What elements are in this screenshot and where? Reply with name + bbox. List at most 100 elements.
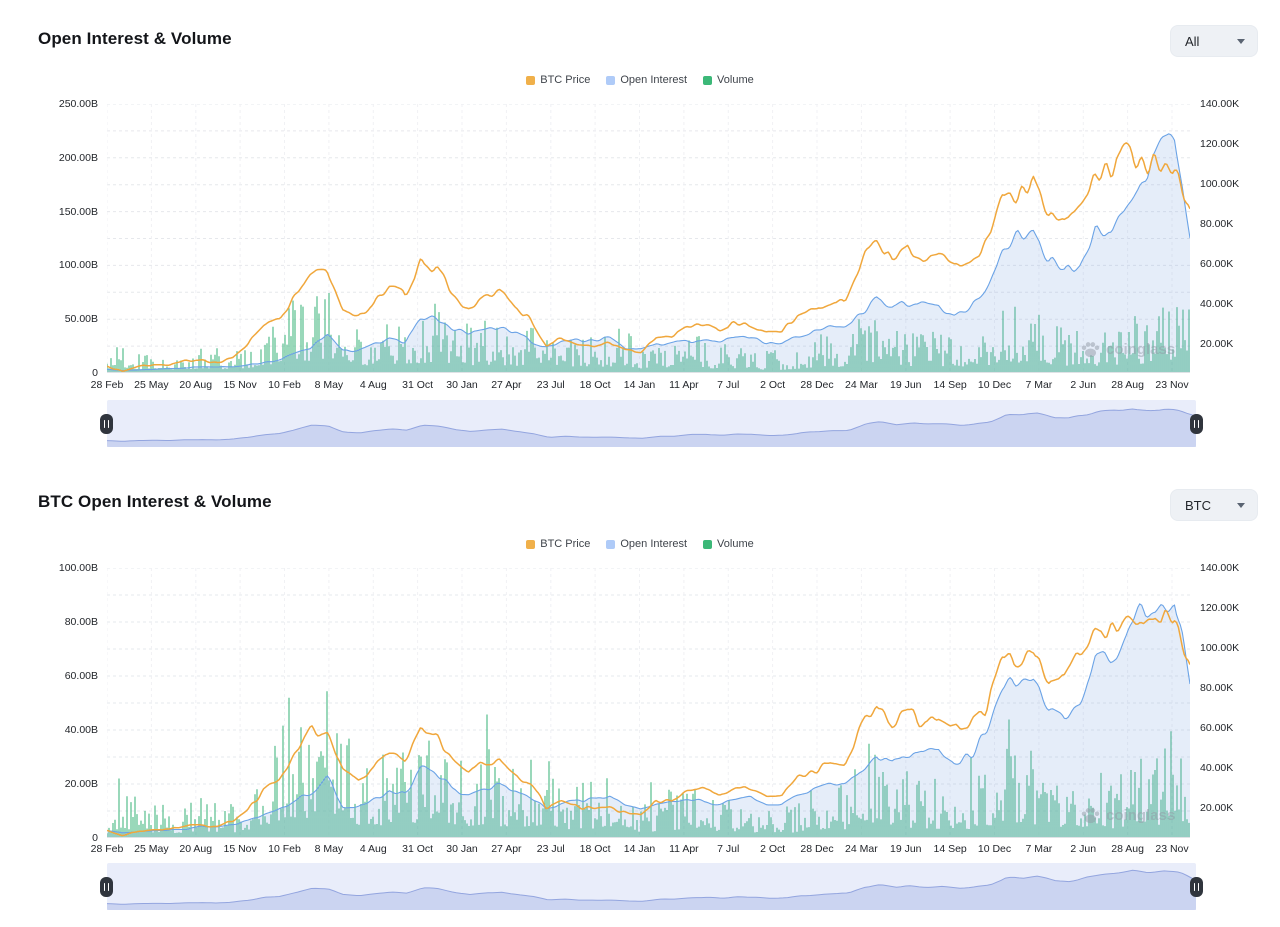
legend-label: BTC Price bbox=[540, 74, 591, 86]
x-axis-tick: 27 Apr bbox=[491, 843, 522, 855]
x-axis-tick: 11 Apr bbox=[669, 843, 699, 855]
x-axis-tick: 14 Jan bbox=[623, 843, 656, 855]
x-axis-tick: 18 Oct bbox=[579, 843, 611, 855]
dropdown-value: BTC bbox=[1185, 497, 1211, 513]
right-axis-tick: 60.00K bbox=[1200, 722, 1234, 734]
range-slider-left-handle[interactable] bbox=[100, 877, 113, 897]
x-axis-tick: 23 Nov bbox=[1155, 843, 1189, 855]
chart-plot-area[interactable] bbox=[106, 103, 1191, 378]
symbol-dropdown[interactable]: BTC bbox=[1170, 489, 1258, 521]
x-axis-tick: 4 Aug bbox=[359, 379, 387, 391]
x-axis-tick: 28 Feb bbox=[90, 379, 124, 391]
chart-range-slider[interactable] bbox=[100, 863, 1203, 910]
right-axis-tick: 80.00K bbox=[1200, 682, 1234, 694]
x-axis-tick: 31 Oct bbox=[402, 843, 434, 855]
x-axis-tick: 23 Nov bbox=[1155, 379, 1189, 391]
range-slider-track[interactable] bbox=[106, 400, 1197, 447]
range-slider-right-handle[interactable] bbox=[1190, 414, 1203, 434]
left-axis-tick: 150.00B bbox=[58, 205, 98, 218]
x-axis-tick: 7 Mar bbox=[1025, 379, 1053, 391]
x-axis-tick: 4 Aug bbox=[359, 843, 387, 855]
legend-label: Open Interest bbox=[620, 74, 688, 86]
left-axis-tick: 100.00B bbox=[58, 562, 98, 574]
open-interest-area bbox=[107, 603, 1190, 838]
range-slider-area bbox=[107, 409, 1196, 447]
legend: BTC Price Open Interest Volume bbox=[0, 537, 1280, 551]
x-axis-tick: 28 Feb bbox=[90, 843, 124, 855]
right-axis-tick: 20.00K bbox=[1200, 338, 1234, 350]
x-axis-tick: 23 Jul bbox=[536, 843, 565, 855]
symbol-filter-dropdown[interactable]: All bbox=[1170, 25, 1258, 57]
x-axis-tick: 14 Sep bbox=[933, 379, 967, 391]
right-axis-tick: 100.00K bbox=[1200, 178, 1240, 190]
left-axis-tick: 0 bbox=[92, 367, 98, 379]
x-axis-tick: 27 Apr bbox=[491, 379, 522, 391]
left-axis-tick: 40.00B bbox=[64, 724, 98, 736]
right-axis-tick: 40.00K bbox=[1200, 762, 1234, 774]
legend-label: Volume bbox=[717, 74, 754, 86]
x-axis-tick: 10 Dec bbox=[977, 379, 1012, 391]
btc-price-line bbox=[106, 610, 1191, 837]
legend-item-open-interest[interactable]: Open Interest bbox=[606, 74, 687, 86]
legend-swatch bbox=[606, 539, 616, 549]
x-axis-tick: 10 Dec bbox=[977, 843, 1012, 855]
x-axis-tick: 15 Nov bbox=[223, 843, 257, 855]
x-axis-tick: 28 Dec bbox=[800, 843, 834, 855]
right-axis-tick: 20.00K bbox=[1200, 802, 1234, 814]
x-axis-tick: 24 Mar bbox=[845, 379, 878, 391]
x-axis-tick: 8 May bbox=[314, 379, 344, 391]
x-axis-tick: 20 Aug bbox=[179, 379, 213, 391]
right-axis-tick: 100.00K bbox=[1200, 642, 1240, 654]
legend-label: Open Interest bbox=[620, 538, 688, 550]
legend-swatch bbox=[606, 75, 616, 85]
legend-item-btc-price[interactable]: BTC Price bbox=[526, 538, 590, 550]
legend: BTC Price Open Interest Volume bbox=[0, 73, 1280, 87]
oi-volume-chart-canvas bbox=[106, 567, 1191, 838]
left-axis-tick: 80.00B bbox=[64, 616, 98, 628]
right-axis-tick: 80.00K bbox=[1200, 218, 1234, 230]
x-axis-tick: 23 Jul bbox=[536, 379, 565, 391]
range-slider-line bbox=[106, 408, 1197, 442]
x-axis-tick: 14 Sep bbox=[933, 843, 967, 855]
legend-label: BTC Price bbox=[540, 538, 591, 550]
page-title: Open Interest & Volume bbox=[38, 29, 232, 48]
chevron-down-icon bbox=[1237, 502, 1245, 508]
left-axis-tick: 50.00B bbox=[64, 313, 98, 326]
x-axis-tick: 2 Jun bbox=[1070, 843, 1097, 855]
legend-item-volume[interactable]: Volume bbox=[703, 538, 754, 550]
right-axis-tick: 140.00K bbox=[1200, 562, 1240, 574]
right-axis-tick: 140.00K bbox=[1200, 98, 1240, 110]
x-axis-tick: 11 Apr bbox=[669, 379, 699, 391]
x-axis-tick: 2 Jun bbox=[1070, 379, 1097, 391]
range-slider-left-handle[interactable] bbox=[100, 414, 113, 434]
x-axis-tick: 25 May bbox=[134, 379, 169, 391]
legend-item-volume[interactable]: Volume bbox=[703, 74, 754, 86]
x-axis-tick: 2 Oct bbox=[760, 379, 786, 391]
range-slider-track[interactable] bbox=[106, 863, 1197, 910]
chart-plot-area[interactable] bbox=[106, 567, 1191, 843]
oi-volume-chart-canvas bbox=[106, 103, 1191, 373]
right-axis-tick: 40.00K bbox=[1200, 298, 1234, 310]
legend-item-btc-price[interactable]: BTC Price bbox=[526, 74, 590, 86]
volume-bars bbox=[106, 691, 1190, 838]
dropdown-value: All bbox=[1185, 33, 1200, 49]
x-axis-tick: 18 Oct bbox=[579, 379, 611, 391]
chart-range-slider[interactable] bbox=[100, 400, 1203, 447]
left-axis-tick: 0 bbox=[92, 832, 98, 844]
left-axis-tick: 20.00B bbox=[64, 778, 98, 790]
range-slider-right-handle[interactable] bbox=[1190, 877, 1203, 897]
x-axis-tick: 25 May bbox=[134, 843, 169, 855]
x-axis-tick: 28 Dec bbox=[800, 379, 834, 391]
right-axis-tick: 60.00K bbox=[1200, 258, 1234, 270]
volume-bars bbox=[106, 293, 1190, 373]
open-interest-area bbox=[107, 133, 1190, 373]
x-axis-tick: 24 Mar bbox=[845, 843, 878, 855]
left-axis-tick: 100.00B bbox=[58, 259, 98, 272]
x-axis-tick: 14 Jan bbox=[623, 379, 656, 391]
x-axis-tick: 15 Nov bbox=[223, 379, 257, 391]
x-axis-tick: 7 Jul bbox=[717, 843, 740, 855]
legend-swatch bbox=[526, 75, 536, 85]
legend-item-open-interest[interactable]: Open Interest bbox=[606, 538, 687, 550]
x-axis-tick: 10 Feb bbox=[268, 379, 301, 391]
